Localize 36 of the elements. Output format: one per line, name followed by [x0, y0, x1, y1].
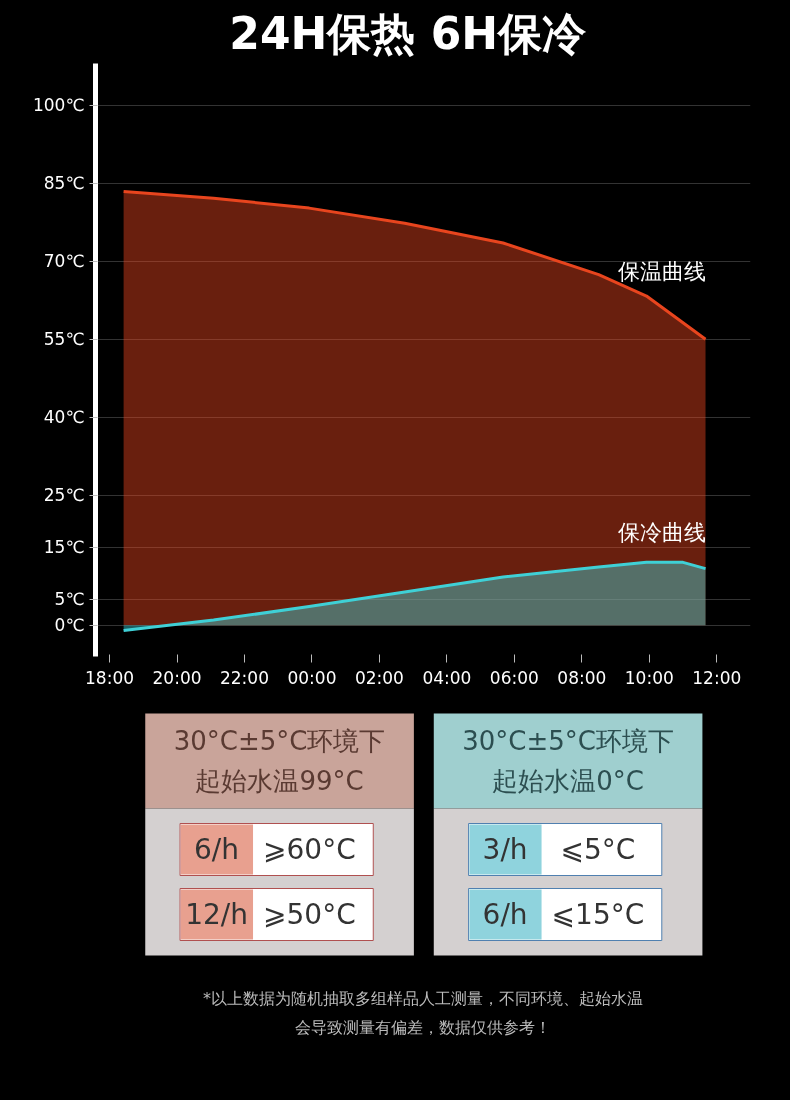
y-tick-label: 25℃: [43, 485, 85, 506]
x-tick-label: 02:00: [354, 667, 404, 688]
series-label: 保冷曲线: [617, 519, 706, 545]
x-tick-label: 12:00: [692, 667, 742, 688]
x-tick-label: 08:00: [557, 667, 607, 688]
text: *以上数据为随机抽取多组样品人工测量，不同环境、起始水温: [203, 989, 643, 1008]
y-tick-label: 100℃: [32, 95, 85, 116]
x-tick-label: 18:00: [85, 667, 135, 688]
text: 30°C±5°C环境下: [173, 725, 386, 756]
text: 30°C±5°C环境下: [462, 725, 674, 756]
text: 会导致测量有偏差，数据仅供参考！: [295, 1018, 551, 1037]
y-tick-label: 15℃: [43, 537, 85, 558]
series-label: 保温曲线: [617, 259, 706, 285]
y-tick-label: 70℃: [43, 251, 85, 272]
x-tick-label: 00:00: [287, 667, 337, 688]
text: ⩾50°C: [263, 898, 356, 931]
y-tick-label: 5℃: [54, 589, 85, 610]
x-tick-label: 10:00: [624, 667, 674, 688]
text: 起始水温0°C: [492, 765, 644, 796]
x-tick-label: 06:00: [489, 667, 539, 688]
text: 6/h: [482, 898, 528, 931]
text: ⩽5°C: [560, 833, 636, 866]
text: ⩾60°C: [263, 833, 356, 866]
x-tick-label: 22:00: [220, 667, 269, 688]
text: 3/h: [482, 833, 528, 866]
y-tick-label: 40℃: [43, 407, 85, 428]
y-tick-label: 0℃: [54, 615, 85, 636]
text: ⩽15°C: [551, 898, 645, 931]
text: 起始水温99°C: [195, 765, 364, 796]
y-tick-label: 55℃: [43, 329, 85, 350]
x-tick-label: 20:00: [152, 667, 202, 688]
text: 6/h: [194, 833, 240, 866]
text: 12/h: [185, 898, 248, 931]
y-tick-label: 85℃: [43, 173, 85, 194]
chart-title: 24H保热 6H保冷: [229, 7, 588, 59]
x-tick-label: 04:00: [422, 667, 472, 688]
